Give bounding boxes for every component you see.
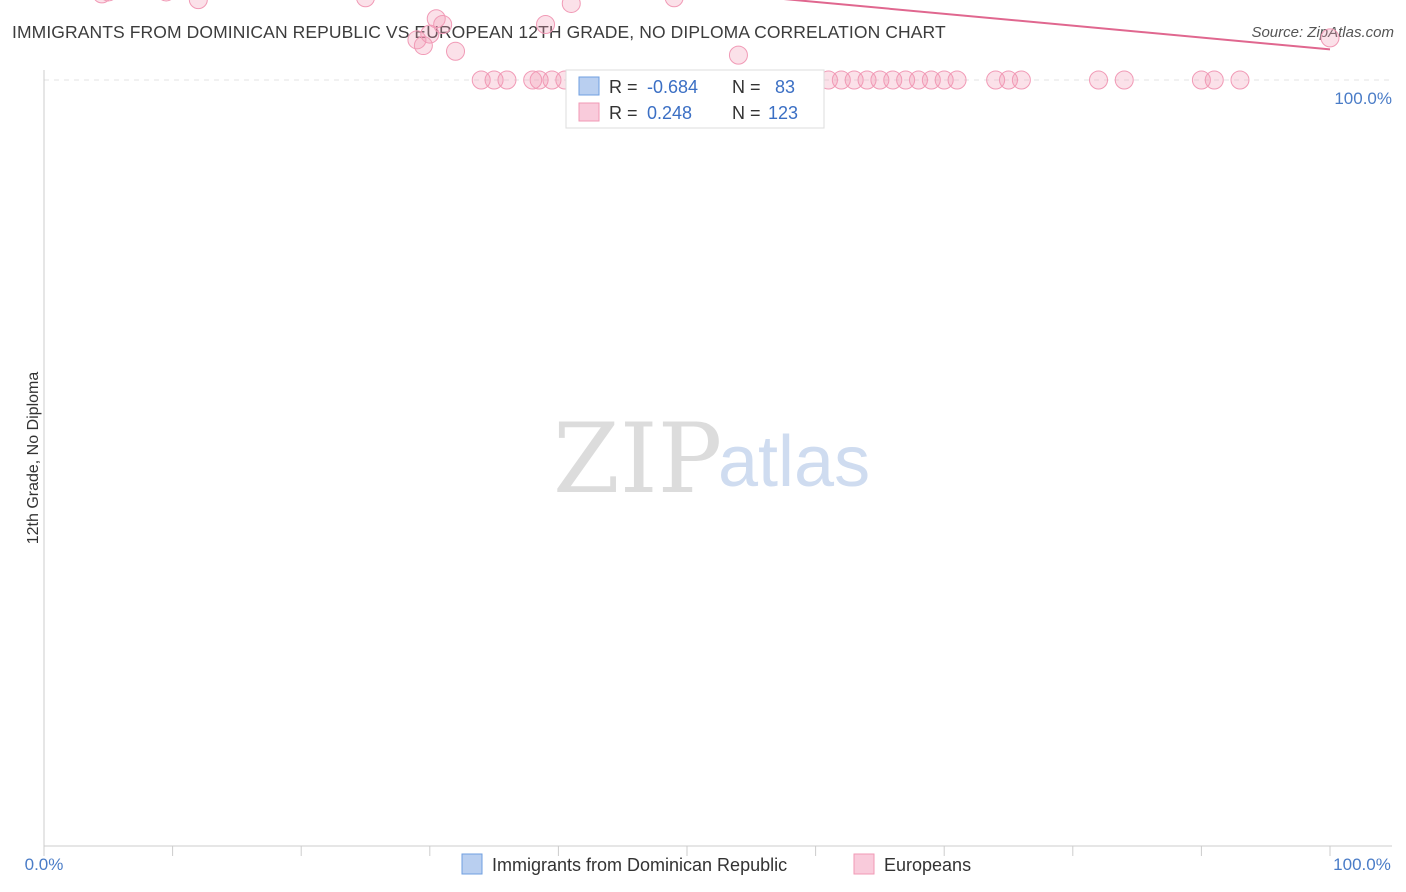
legend-label-dominican: Immigrants from Dominican Republic [492,855,787,875]
europeans-point-78 [536,15,556,35]
europeans-point-59 [413,36,433,56]
europeans-point-132 [1320,28,1340,48]
watermark: ZIP atlas [553,403,870,515]
trend-line-europeans [783,0,1331,51]
europeans-point-98 [664,0,684,8]
europeans-point-50 [356,0,375,8]
stats-r-label-pink: R = [609,103,638,123]
europeans-point-24 [188,0,208,10]
europeans-point-121 [947,70,967,90]
europeans-point-125 [1011,70,1031,90]
europeans-point-10 [103,0,114,2]
legend-swatch-europeans [853,853,875,875]
stats-swatch-pink [578,102,600,122]
watermark-atlas: atlas [718,422,870,502]
europeans-point-62 [433,15,453,35]
x-tick-label-right: 100.0% [1333,855,1391,874]
trend-lines [783,0,1331,51]
europeans-point-131 [1230,70,1250,90]
europeans-point-82 [561,0,581,13]
stats-r-label-blue: R = [609,77,638,97]
stats-box-frame [565,69,825,129]
stats-box: R = -0.684 N = 83 R = 0.248 N = 123 [565,69,825,129]
europeans-point-19 [161,0,172,2]
y-axis-label: 12th Grade, No Diploma [25,372,42,545]
europeans-point-72 [497,70,517,90]
legend-label-europeans: Europeans [884,855,971,875]
europeans-point-128 [1114,70,1134,90]
legend-swatch-dominican [461,853,483,875]
y-tick-label-0: 100.0% [1334,89,1392,108]
europeans-point-130 [1204,70,1224,90]
stats-r-value-blue: -0.684 [647,77,698,97]
stats-n-value-pink: 123 [768,103,798,123]
stats-n-label-blue: N = [732,77,761,97]
europeans-point-64 [446,41,466,61]
stats-r-value-pink: 0.248 [647,103,692,123]
gridlines [44,79,1392,81]
stats-swatch-blue [578,76,600,96]
axes [43,70,1392,847]
legend: Immigrants from Dominican Republic Europ… [461,853,971,875]
x-ticks [43,846,1331,856]
chart-title: IMMIGRANTS FROM DOMINICAN REPUBLIC VS EU… [12,22,946,42]
stats-n-label-pink: N = [732,103,761,123]
x-tick-label-left: 0.0% [25,855,64,874]
y-tick-labels: 100.0%90.0%80.0%70.0% [1334,89,1392,108]
europeans-point-127 [1089,70,1109,90]
watermark-zip: ZIP [553,403,722,515]
europeans-point-76 [523,70,543,90]
stats-n-value-blue: 83 [775,77,795,97]
europeans-point-104 [728,45,748,65]
